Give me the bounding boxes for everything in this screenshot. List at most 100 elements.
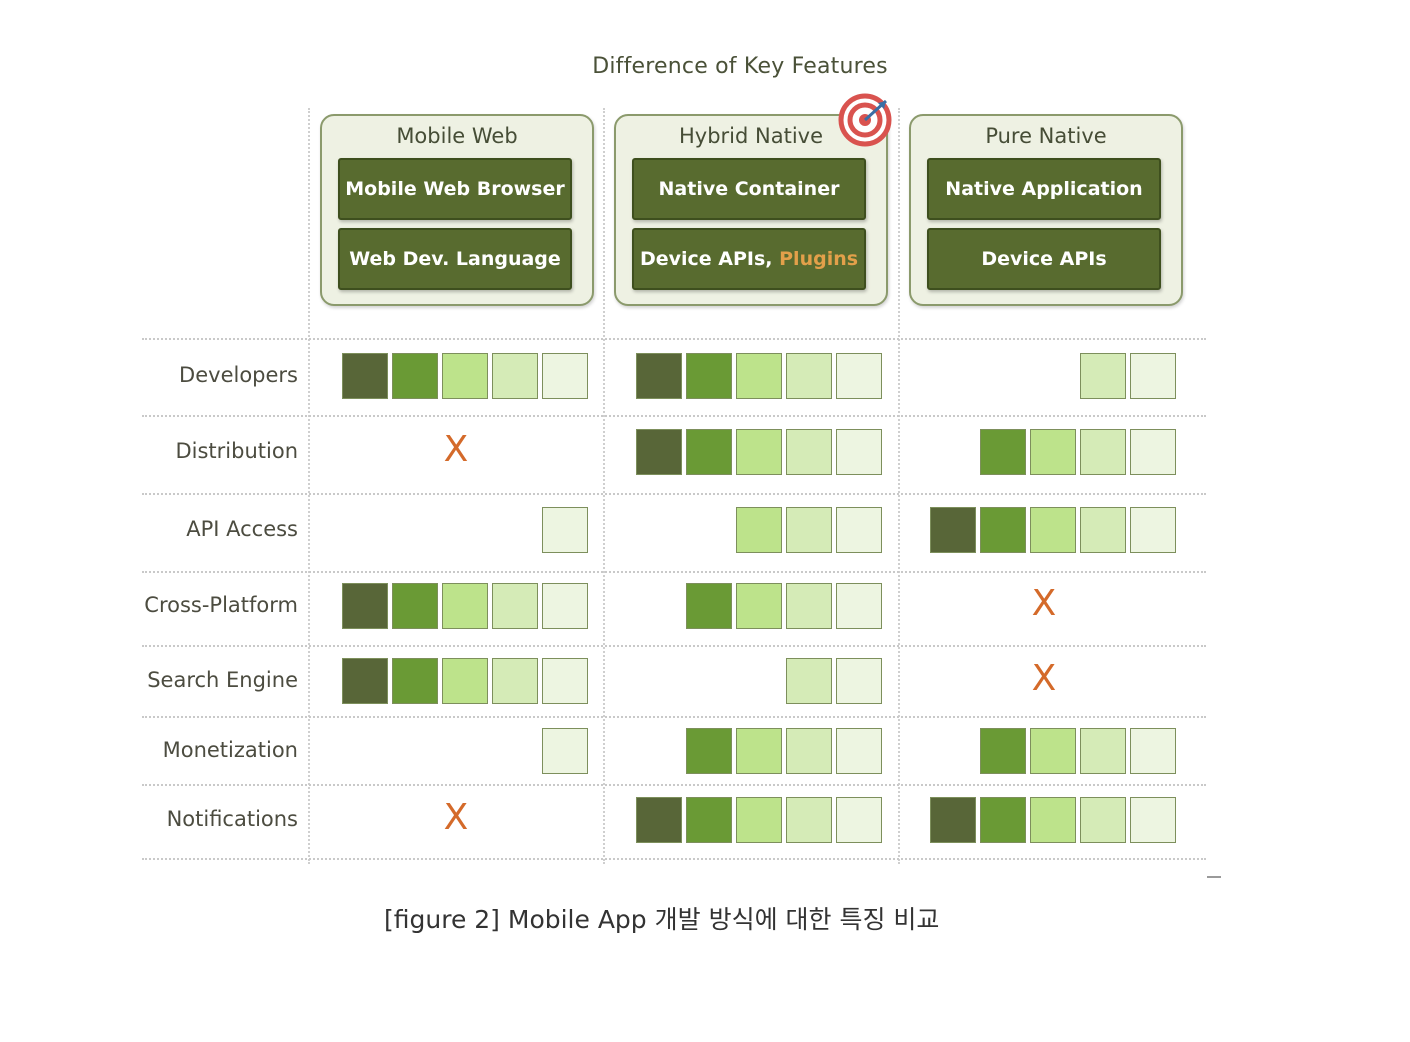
rating-bar (980, 429, 1176, 475)
rating-cell (980, 797, 1026, 843)
rating-cell (1030, 507, 1076, 553)
rating-bar (686, 583, 882, 629)
rating-cell (980, 429, 1026, 475)
rating-cell (542, 353, 588, 399)
column-title: Mobile Web (396, 124, 518, 148)
row-divider (142, 784, 1206, 786)
grid-divider (603, 108, 605, 864)
rating-cell (836, 797, 882, 843)
row-divider (142, 571, 1206, 573)
layer-text: Device APIs, (639, 248, 773, 270)
not-supported-mark: X (1031, 583, 1057, 624)
rating-bar (342, 658, 588, 704)
rating-cell (786, 353, 832, 399)
rating-cell (836, 728, 882, 774)
rating-cell (786, 429, 832, 475)
rating-cell (786, 658, 832, 704)
row-label: Monetization (162, 738, 298, 762)
plugins-highlight: Plugins (779, 248, 859, 270)
rating-cell (542, 658, 588, 704)
rating-cell (636, 429, 682, 475)
rating-cell (392, 353, 438, 399)
rating-bar (930, 797, 1176, 843)
rating-cell (442, 353, 488, 399)
rating-cell (786, 728, 832, 774)
rating-cell (1030, 728, 1076, 774)
rating-cell (836, 429, 882, 475)
column-title: Hybrid Native (678, 124, 824, 148)
rating-cell (1030, 797, 1076, 843)
rating-cell (980, 728, 1026, 774)
rating-cell (736, 797, 782, 843)
rating-bar (342, 583, 588, 629)
rating-cell (442, 658, 488, 704)
rating-bar (542, 507, 588, 553)
not-supported-mark: X (443, 429, 469, 470)
row-label: Developers (179, 363, 298, 387)
not-supported-mark: X (443, 797, 469, 838)
rating-cell (736, 429, 782, 475)
rating-cell (686, 353, 732, 399)
rating-cell (492, 583, 538, 629)
column-panel-mobile-web: Mobile Web Mobile Web Browser Web Dev. L… (320, 114, 594, 306)
rating-cell (836, 507, 882, 553)
row-divider (142, 858, 1206, 860)
rating-cell (736, 583, 782, 629)
rating-cell (930, 797, 976, 843)
rating-cell (342, 583, 388, 629)
rating-cell (1130, 797, 1176, 843)
rating-cell (930, 507, 976, 553)
grid-divider (898, 108, 900, 864)
rating-cell (1080, 797, 1126, 843)
rating-bar (686, 728, 882, 774)
rating-cell (1080, 728, 1126, 774)
rating-cell (1130, 353, 1176, 399)
rating-bar (736, 507, 882, 553)
rating-cell (1080, 507, 1126, 553)
rating-cell (636, 797, 682, 843)
rating-cell (1080, 353, 1126, 399)
rating-cell (342, 353, 388, 399)
row-label: Search Engine (147, 668, 298, 692)
rating-cell (392, 583, 438, 629)
rating-bar (786, 658, 882, 704)
rating-cell (686, 797, 732, 843)
rating-cell (342, 658, 388, 704)
row-label: Notifications (166, 807, 298, 831)
diagram-title: Difference of Key Features (592, 54, 888, 79)
target-icon (838, 93, 892, 147)
rating-cell (736, 353, 782, 399)
rating-cell (1130, 507, 1176, 553)
rating-cell (636, 353, 682, 399)
row-divider (142, 415, 1206, 417)
rating-cell (542, 583, 588, 629)
row-divider (142, 338, 1206, 340)
column-panel-pure-native: Pure Native Native Application Device AP… (909, 114, 1183, 306)
rating-cell (980, 507, 1026, 553)
row-divider (142, 493, 1206, 495)
layer-box: Native Application (927, 158, 1161, 220)
rating-cell (836, 658, 882, 704)
rating-bar (980, 728, 1176, 774)
rating-cell (1130, 429, 1176, 475)
row-divider (142, 716, 1206, 718)
rating-cell (836, 353, 882, 399)
figure-caption: [figure 2] Mobile App 개발 방식에 대한 특징 비교 (384, 905, 940, 934)
layer-box: Device APIs (927, 228, 1161, 290)
rating-cell (1130, 728, 1176, 774)
rating-cell (786, 797, 832, 843)
rating-cell (786, 583, 832, 629)
layer-box: Native Container (632, 158, 866, 220)
rating-cell (542, 728, 588, 774)
rating-bar (1080, 353, 1176, 399)
row-label: Cross-Platform (144, 593, 298, 617)
rating-bar (930, 507, 1176, 553)
rating-bar (636, 429, 882, 475)
rating-cell (392, 658, 438, 704)
rating-cell (492, 658, 538, 704)
grid-divider (308, 108, 310, 864)
rating-cell (736, 507, 782, 553)
rating-cell (1080, 429, 1126, 475)
column-title: Pure Native (985, 124, 1107, 148)
row-divider (142, 645, 1206, 647)
